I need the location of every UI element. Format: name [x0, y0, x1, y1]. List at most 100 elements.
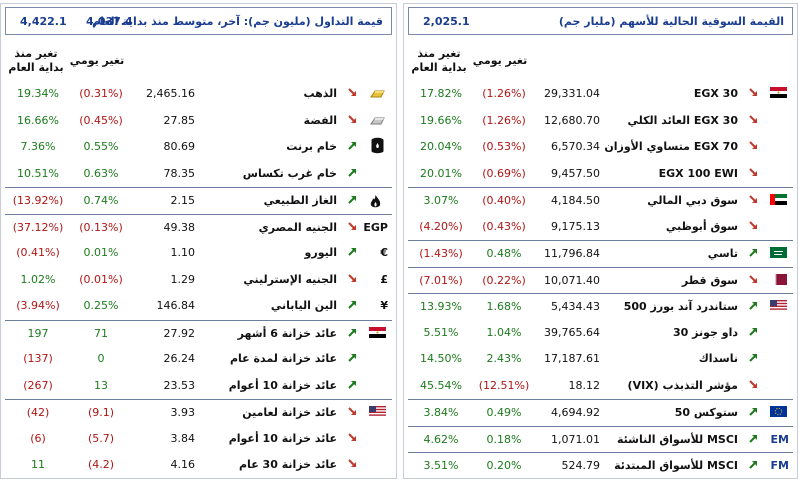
daily-change: (0.69%)	[482, 166, 526, 180]
daily-change: 0.74%	[83, 194, 119, 207]
ytd-change: (0.41%)	[16, 246, 60, 259]
instrument-name: تاسي	[707, 247, 738, 260]
col-daily-header: تغير يومي	[472, 54, 528, 67]
arrow-down-icon	[748, 140, 759, 151]
ytd-change: 45.54%	[420, 378, 462, 392]
ytd-change: 5.51%	[423, 325, 459, 339]
table-row: (13.92%) 0.74% 2.15 الغاز الطبيعي	[5, 187, 392, 214]
instrument-value: 1,071.01	[551, 432, 600, 446]
daily-change: (0.31%)	[79, 87, 123, 100]
arrow-up-icon	[347, 246, 358, 257]
table-row: 19.34% (0.31%) 2,465.16 الذهب	[5, 81, 392, 107]
instrument-name: EGX 30 العائد الكلي	[627, 113, 738, 127]
instrument-value: 23.53	[163, 378, 196, 392]
instrument-value: 9,175.13	[551, 219, 600, 233]
arrow-down-icon	[347, 273, 358, 284]
arrow-down-icon	[347, 221, 358, 232]
instrument-name: سوق دبي المالي	[647, 194, 738, 207]
ytd-change: 3.51%	[423, 459, 459, 472]
daily-change: (0.01%)	[79, 272, 123, 286]
arrow-up-icon	[347, 140, 358, 151]
instrument-name: عائد خزانة لمدة عام	[229, 352, 337, 365]
us-flag-icon	[369, 406, 386, 417]
instrument-name: الجنيه الإسترليني	[243, 272, 337, 286]
daily-change: (0.53%)	[482, 140, 526, 153]
instrument-name: عائد خزانة 10 أعوام	[228, 431, 337, 445]
daily-change: 13	[94, 378, 108, 392]
instrument-name: خام غرب تكساس	[242, 166, 337, 180]
ytd-change: (137)	[23, 352, 53, 365]
pound-icon: £	[380, 272, 388, 286]
instrument-value: 80.69	[163, 140, 196, 153]
instrument-value: 18.12	[568, 378, 601, 392]
arrow-down-icon	[748, 167, 759, 178]
instrument-value: 27.85	[163, 113, 196, 127]
table-row: 3.51% 0.20% 524.79 MSCI للأسواق المبتدئة FM	[408, 452, 793, 479]
right-header: القيمة السوقية الحالية للأسهم (مليار جم)…	[408, 7, 793, 35]
trading-value-avg: 4,422.1	[20, 14, 67, 28]
ytd-change: 3.84%	[423, 406, 459, 419]
table-row: 20.04% (0.53%) 6,570.34 EGX 70 متساوي الأوز…	[408, 134, 793, 160]
egypt-flag-icon	[770, 87, 787, 98]
table-row: 3.84% 0.49% 4,694.92 ستوكس 50	[408, 399, 793, 426]
daily-change: (0.13%)	[79, 220, 123, 234]
ytd-change: 20.01%	[420, 166, 462, 180]
instrument-name: EGX 70 متساوي الأوزان	[604, 140, 738, 153]
arrow-up-icon	[347, 352, 358, 363]
table-row: (3.94%) 0.25% 146.84 الين الياباني ¥	[5, 293, 392, 319]
ytd-change: 1.02%	[20, 272, 56, 286]
col-ytd-header: تغير منذ بداية العام	[408, 47, 470, 75]
instrument-name: عائد خزانة لعامين	[242, 406, 337, 419]
egp-icon: EGP	[363, 220, 388, 234]
table-row: (0.41%) 0.01% 1.10 اليورو €	[5, 240, 392, 266]
daily-change: 0.20%	[486, 459, 522, 472]
instrument-name: سوق أبوظبي	[665, 219, 738, 233]
instrument-name: EGX 30	[693, 87, 738, 100]
instrument-name: الغاز الطبيعي	[263, 194, 337, 207]
arrow-down-icon	[748, 114, 759, 125]
arrow-down-icon	[347, 458, 358, 469]
instrument-value: 4.16	[170, 458, 196, 471]
instrument-name: داو جونز 30	[672, 325, 738, 339]
instrument-value: 4,184.50	[551, 194, 600, 207]
daily-change: 0.18%	[486, 432, 522, 446]
table-row: 17.82% (1.26%) 29,331.04 EGX 30	[408, 81, 793, 107]
egypt-flag-icon	[369, 326, 386, 338]
table-row: (6) (5.7) 3.84 عائد خزانة 10 أعوام	[5, 426, 392, 452]
daily-change: (12.51%)	[478, 378, 530, 392]
arrow-up-icon	[347, 327, 358, 338]
ytd-change: 20.04%	[420, 140, 462, 153]
table-row: (4.20%) (0.43%) 9,175.13 سوق أبوظبي	[408, 214, 793, 240]
ytd-change: 19.34%	[17, 87, 59, 100]
daily-change: 0.01%	[83, 246, 119, 259]
instrument-name: الذهب	[303, 87, 337, 100]
table-row: 16.66% (0.45%) 27.85 الفضة	[5, 108, 392, 134]
equities-panel: القيمة السوقية الحالية للأسهم (مليار جم)…	[403, 3, 798, 479]
table-row: (37.12%) (0.13%) 49.38 الجنيه المصري EGP	[5, 213, 392, 241]
daily-change: 1.04%	[486, 325, 522, 339]
gold-bar-icon	[369, 87, 386, 98]
daily-change: 71	[94, 326, 108, 340]
daily-change: 2.43%	[486, 352, 522, 365]
daily-change: (1.26%)	[482, 113, 526, 127]
col-daily-header: تغير يومي	[69, 54, 125, 67]
ytd-change: (4.20%)	[419, 219, 463, 233]
eu-flag-icon	[770, 406, 787, 417]
arrow-up-icon	[748, 326, 759, 337]
instrument-name: الين الياباني	[270, 299, 337, 312]
daily-change: (0.40%)	[482, 194, 526, 207]
instrument-name: سوق قطر	[681, 273, 738, 287]
left-header: قيمة التداول (مليون جم): آخر، متوسط منذ …	[5, 7, 392, 35]
ytd-change: (7.01%)	[419, 273, 463, 287]
euro-icon: €	[380, 246, 388, 259]
ytd-change: 17.82%	[420, 87, 462, 100]
ytd-change: 11	[31, 458, 45, 471]
instrument-value: 2.15	[170, 194, 196, 207]
daily-change: (4.2)	[87, 458, 115, 471]
table-row: 14.50% 2.43% 17,187.61 ناسداك	[408, 346, 793, 372]
us-flag-icon	[770, 300, 787, 311]
instrument-value: 3.93	[170, 406, 196, 419]
ytd-change: (37.12%)	[12, 220, 64, 234]
ytd-change: (42)	[26, 406, 50, 419]
col-ytd-line1: تغير منذ	[14, 47, 58, 60]
